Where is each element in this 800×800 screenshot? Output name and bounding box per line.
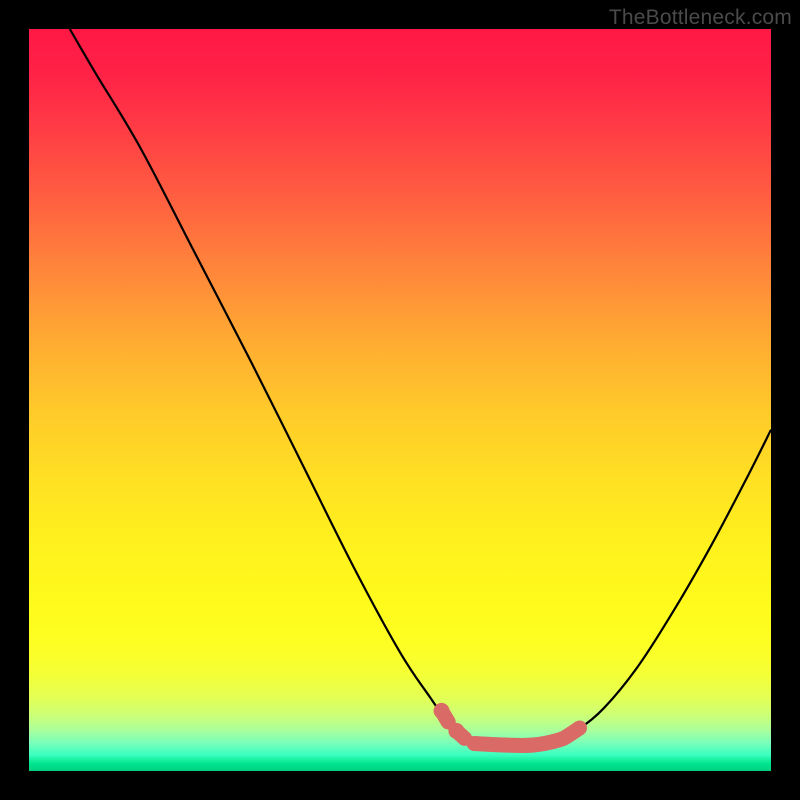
- highlight-region: [434, 703, 580, 746]
- chart-curves-svg: [29, 29, 771, 771]
- watermark-text: TheBottleneck.com: [609, 6, 792, 30]
- highlight-segment: [474, 728, 579, 746]
- highlight-dot: [448, 723, 464, 739]
- bottleneck-curve: [70, 29, 771, 746]
- highlight-dot: [434, 703, 450, 719]
- chart-frame: [29, 29, 771, 771]
